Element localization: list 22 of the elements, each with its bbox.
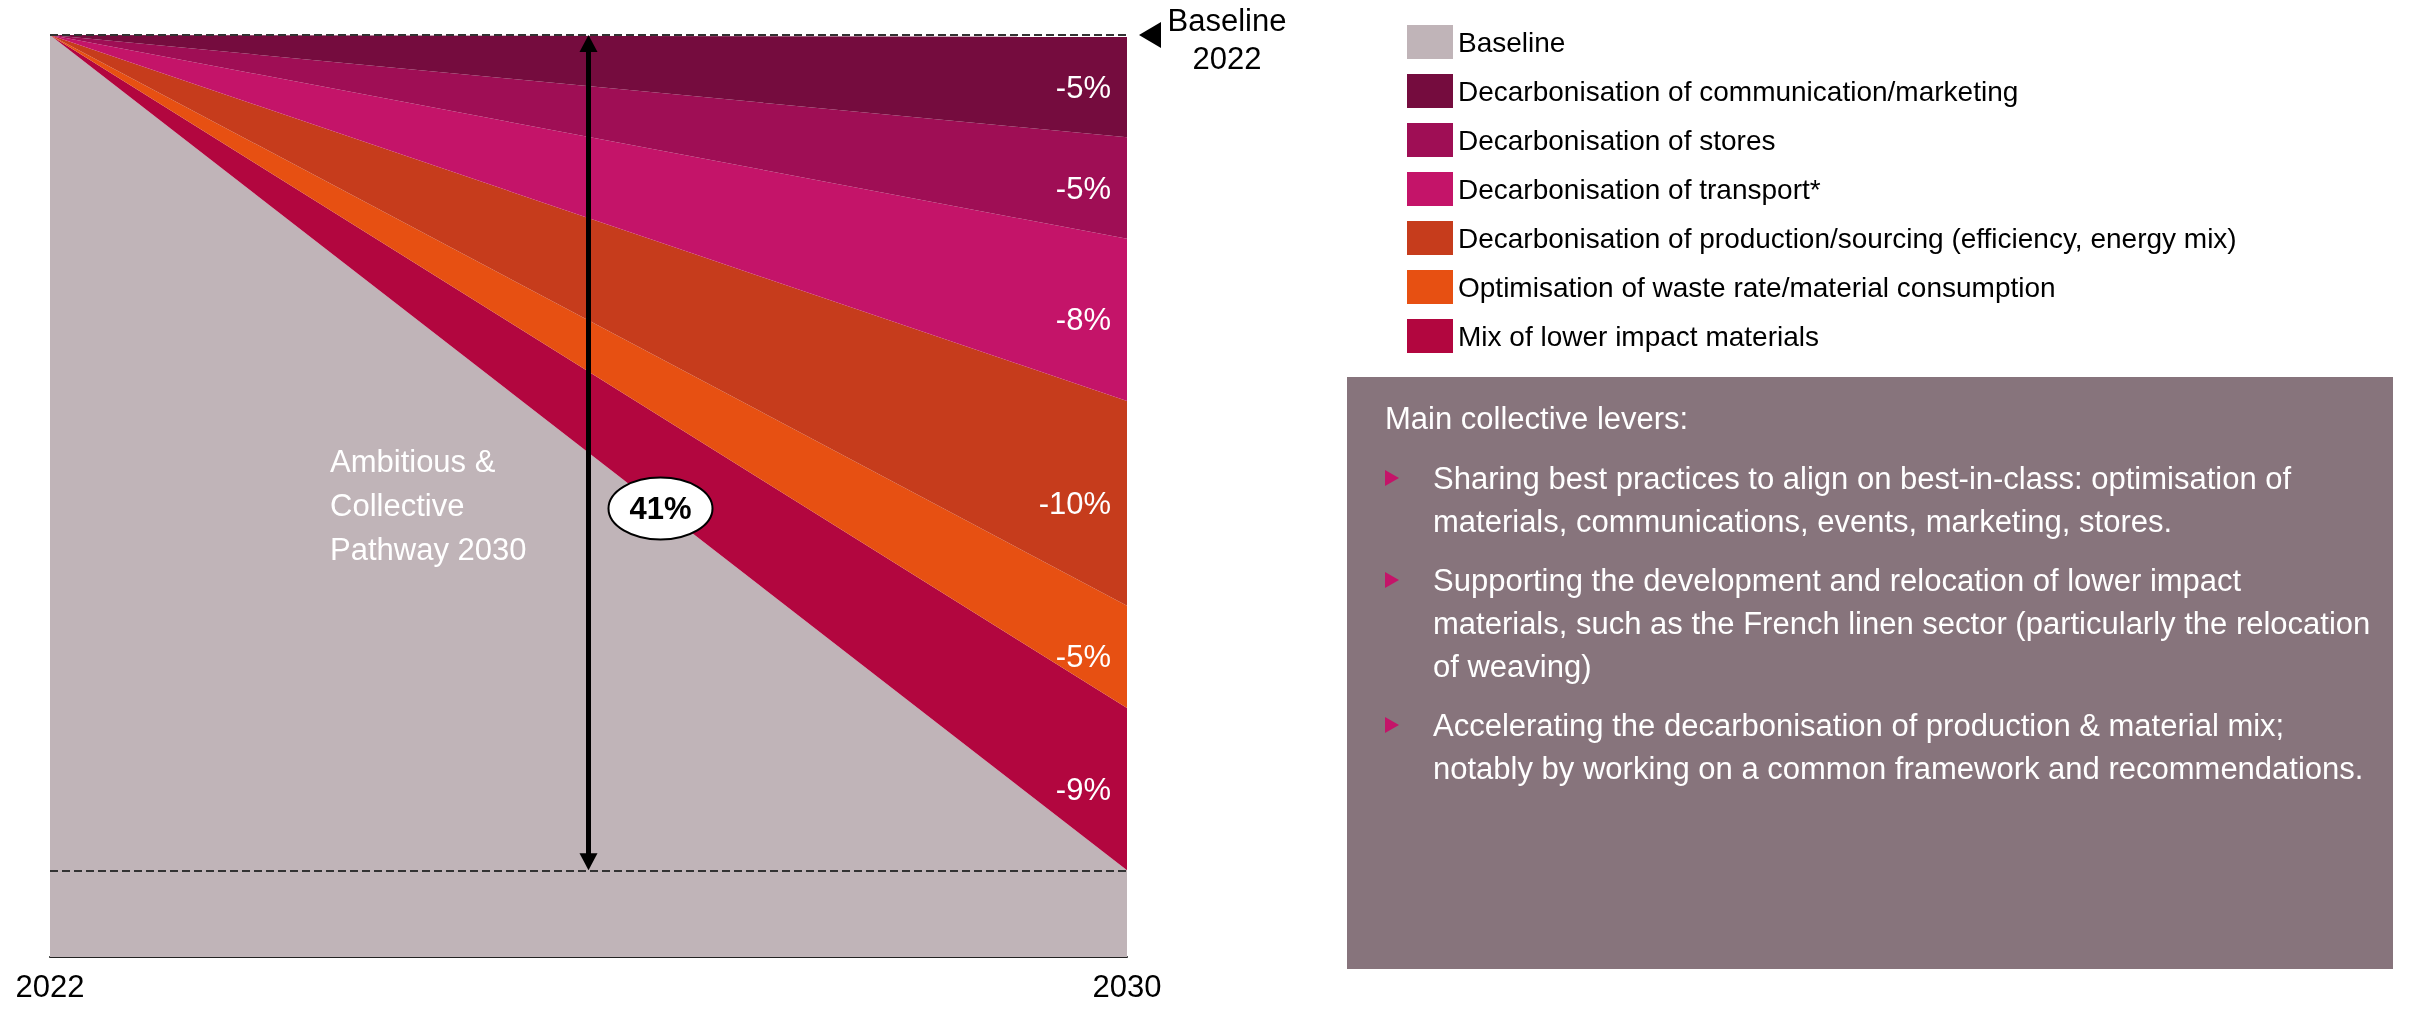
annotation: -8% bbox=[1055, 302, 1111, 338]
legend-label: Decarbonisation of production/sourcing (efficiency, energy mix) bbox=[1458, 222, 2237, 254]
annotation: -9% bbox=[1055, 771, 1111, 807]
annotation: -5% bbox=[1055, 170, 1111, 206]
annotation: Ambitious & Collective Pathway 2030 bbox=[330, 443, 528, 569]
annotation: -10% bbox=[1038, 485, 1111, 521]
x-tick-label: 2030 bbox=[1092, 969, 1162, 1004]
legend-label: Optimisation of waste rate/material consumption bbox=[1458, 271, 2056, 303]
text: Sharing best practices to align on best-in-class: optimisation of materials, communications, events, marketing, stores. bbox=[1433, 460, 2293, 541]
annotation: 41% bbox=[628, 489, 693, 528]
text: Supporting the development and relocation of lower impact materials, such as the French linen sector (particularly the relocation of weaving) bbox=[1433, 562, 2372, 686]
legend-label: Decarbonisation of transport* bbox=[1458, 173, 1821, 205]
annotation: -5% bbox=[1055, 639, 1111, 675]
legend-label: Decarbonisation of stores bbox=[1458, 124, 1776, 156]
legend-label: Decarbonisation of communication/marketing bbox=[1458, 75, 2019, 107]
legend-label: Baseline bbox=[1458, 26, 1566, 58]
text: Accelerating the decarbonisation of production & material mix; notably by working on a common framework and recommendations. bbox=[1433, 707, 2365, 788]
annotation: -5% bbox=[1055, 69, 1111, 105]
x-tick-label: 2022 bbox=[15, 969, 85, 1004]
text: Baseline 2022 bbox=[1167, 2, 1287, 78]
text: Main collective levers: bbox=[1385, 400, 1690, 438]
legend-label: Mix of lower impact materials bbox=[1458, 320, 1819, 352]
